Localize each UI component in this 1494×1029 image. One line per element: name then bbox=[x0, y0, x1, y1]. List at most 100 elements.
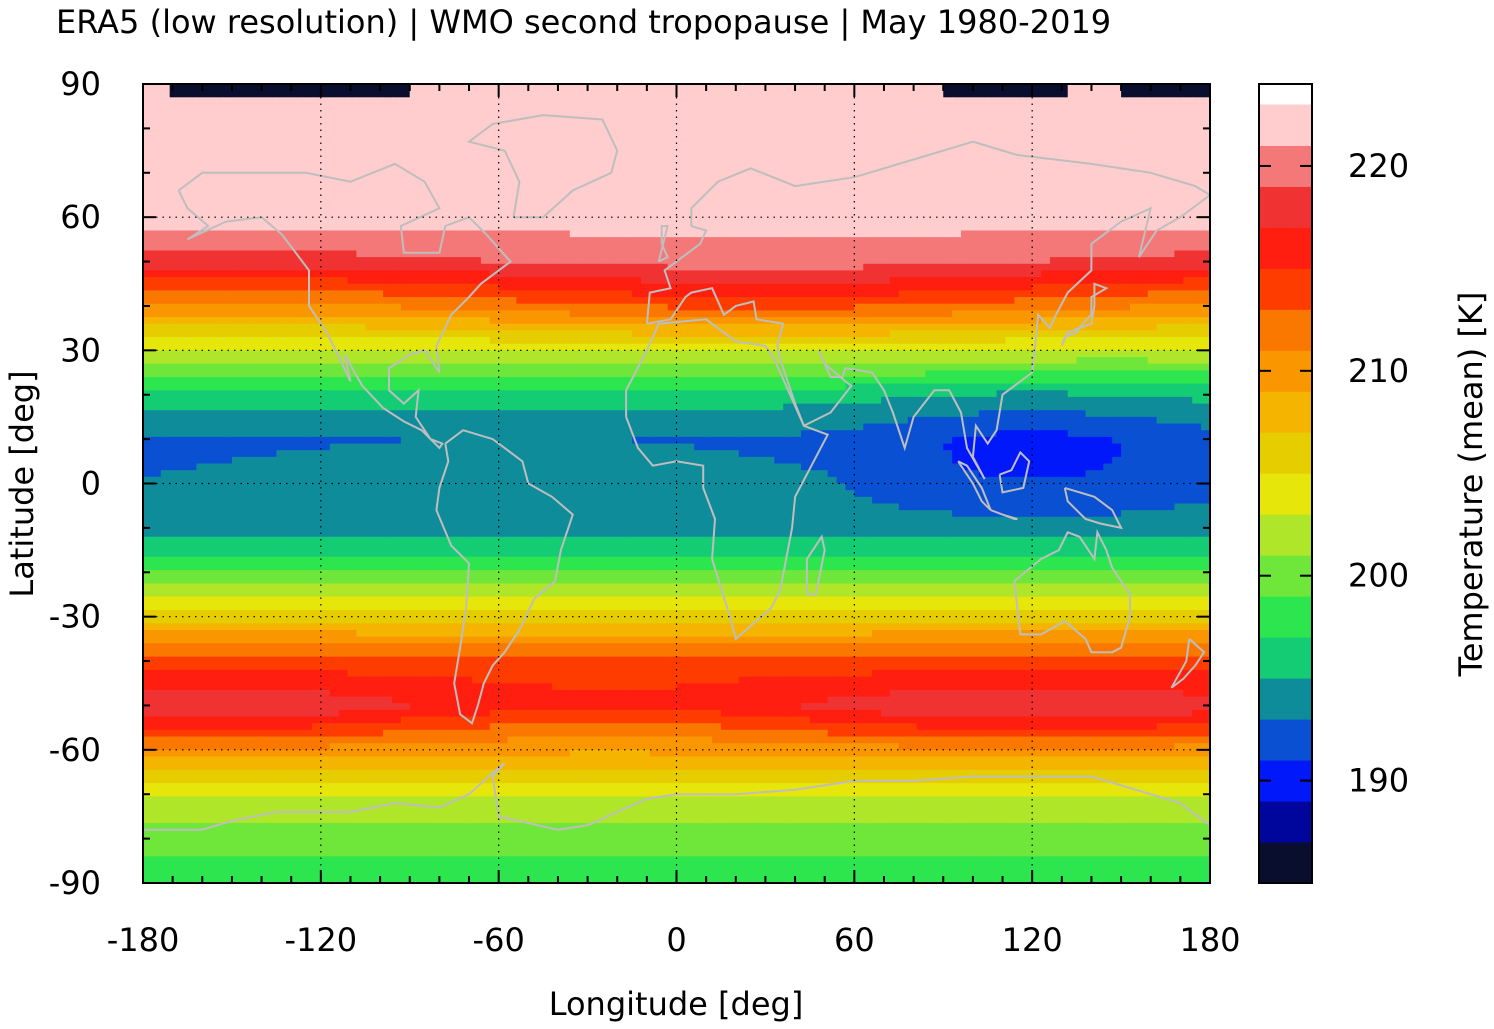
heatmap-cell bbox=[623, 143, 633, 152]
heatmap-cell bbox=[418, 230, 429, 238]
heatmap-cell bbox=[338, 356, 349, 365]
heatmap-cell bbox=[818, 290, 829, 298]
heatmap-cell bbox=[765, 277, 775, 285]
heatmap-cell bbox=[1103, 157, 1113, 165]
heatmap-cell bbox=[961, 190, 971, 198]
heatmap-cell bbox=[1076, 283, 1087, 292]
heatmap-cell bbox=[836, 350, 847, 358]
heatmap-cell bbox=[694, 237, 704, 245]
heatmap-cell bbox=[178, 143, 189, 152]
heatmap-cell bbox=[614, 230, 624, 238]
heatmap-cell bbox=[614, 337, 624, 345]
heatmap-cell bbox=[560, 237, 571, 245]
heatmap-cell bbox=[169, 150, 180, 158]
heatmap-cell bbox=[943, 310, 953, 318]
heatmap-cell bbox=[845, 290, 855, 298]
heatmap-cell bbox=[169, 143, 180, 152]
heatmap-cell bbox=[276, 103, 286, 112]
heatmap-cell bbox=[1192, 170, 1202, 178]
heatmap-cell bbox=[534, 110, 544, 118]
heatmap-cell bbox=[792, 203, 802, 212]
heatmap-cell bbox=[276, 263, 286, 272]
heatmap-cell bbox=[649, 143, 660, 152]
heatmap-cell bbox=[258, 257, 269, 265]
heatmap-cell bbox=[143, 84, 153, 92]
heatmap-cell bbox=[1112, 197, 1122, 205]
heatmap-cell bbox=[214, 263, 224, 272]
heatmap-cell bbox=[258, 297, 269, 305]
heatmap-cell bbox=[872, 303, 882, 311]
heatmap-cell bbox=[552, 90, 562, 98]
heatmap-cell bbox=[1067, 290, 1078, 298]
heatmap-cell bbox=[596, 137, 606, 145]
heatmap-cell bbox=[694, 163, 704, 172]
heatmap-cell bbox=[329, 90, 340, 98]
heatmap-cell bbox=[231, 84, 242, 92]
heatmap-cell bbox=[934, 103, 944, 112]
heatmap-cell bbox=[658, 123, 669, 132]
heatmap-cell bbox=[294, 350, 304, 358]
heatmap-cell bbox=[552, 217, 562, 225]
heatmap-cell bbox=[338, 183, 349, 192]
heatmap-cell bbox=[827, 217, 838, 225]
heatmap-cell bbox=[747, 317, 758, 325]
heatmap-cell bbox=[569, 277, 580, 285]
heatmap-cell bbox=[560, 84, 571, 92]
heatmap-cell bbox=[1156, 277, 1167, 285]
heatmap-cell bbox=[543, 243, 553, 252]
heatmap-cell bbox=[276, 97, 286, 105]
heatmap-cell bbox=[658, 356, 669, 365]
heatmap-cell bbox=[614, 310, 624, 318]
heatmap-cell bbox=[632, 90, 642, 98]
heatmap-cell bbox=[1129, 317, 1140, 325]
heatmap-cell bbox=[507, 203, 518, 212]
heatmap-cell bbox=[1085, 177, 1096, 185]
heatmap-cell bbox=[863, 343, 873, 351]
heatmap-cell bbox=[1049, 277, 1060, 285]
heatmap-cell bbox=[1174, 150, 1184, 158]
heatmap-cell bbox=[872, 310, 882, 318]
heatmap-cell bbox=[374, 317, 384, 325]
heatmap-cell bbox=[507, 270, 518, 278]
heatmap-cell bbox=[294, 310, 304, 318]
heatmap-cell bbox=[623, 117, 633, 125]
heatmap-cell bbox=[578, 103, 589, 112]
heatmap-cell bbox=[160, 197, 171, 205]
heatmap-cell bbox=[205, 183, 215, 192]
heatmap-cell bbox=[916, 303, 927, 311]
heatmap-cell bbox=[1165, 203, 1176, 212]
heatmap-cell bbox=[1156, 163, 1167, 172]
heatmap-cell bbox=[400, 343, 411, 351]
heatmap-cell bbox=[1165, 283, 1176, 292]
heatmap-cell bbox=[809, 117, 820, 125]
heatmap-cell bbox=[863, 84, 873, 92]
heatmap-cell bbox=[694, 337, 704, 345]
heatmap-cell bbox=[534, 177, 544, 185]
heatmap-cell bbox=[569, 263, 580, 272]
heatmap-cell bbox=[285, 330, 295, 338]
heatmap-cell bbox=[569, 123, 580, 132]
heatmap-cell bbox=[792, 163, 802, 172]
heatmap-cell bbox=[1032, 277, 1042, 285]
heatmap-cell bbox=[249, 177, 260, 185]
heatmap-cell bbox=[151, 303, 162, 311]
heatmap-cell bbox=[276, 90, 286, 98]
heatmap-cell bbox=[854, 263, 864, 272]
heatmap-cell bbox=[543, 277, 553, 285]
heatmap-cell bbox=[187, 283, 197, 292]
heatmap-cell bbox=[223, 150, 233, 158]
heatmap-cell bbox=[738, 183, 749, 192]
heatmap-cell bbox=[1156, 157, 1167, 165]
heatmap-cell bbox=[1023, 130, 1033, 138]
heatmap-cell bbox=[889, 170, 900, 178]
heatmap-cell bbox=[703, 350, 713, 358]
heatmap-cell bbox=[427, 297, 438, 305]
heatmap-cell bbox=[151, 197, 162, 205]
heatmap-cell bbox=[143, 143, 153, 152]
heatmap-cell bbox=[1049, 323, 1060, 331]
heatmap-cell bbox=[1112, 157, 1122, 165]
heatmap-cell bbox=[809, 163, 820, 172]
heatmap-cell bbox=[329, 157, 340, 165]
heatmap-cell bbox=[534, 203, 544, 212]
heatmap-cell bbox=[294, 190, 304, 198]
